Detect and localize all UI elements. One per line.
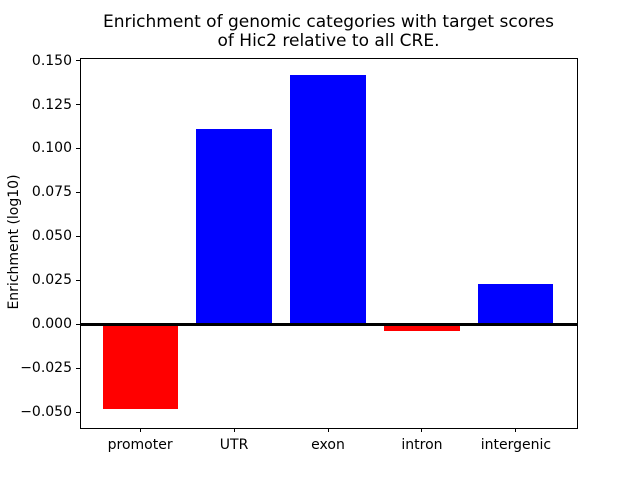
x-tick-label-intergenic: intergenic [480,437,552,453]
y-tick-mark [76,323,80,325]
y-tick-label: 0.025 [31,272,72,289]
y-tick-label: 0.050 [31,228,72,245]
y-tick-label: −0.025 [20,360,72,377]
x-tick-label-UTR: UTR [219,437,249,453]
x-tick-label-intron: intron [401,437,443,453]
y-tick-mark [76,191,80,193]
chart-title: Enrichment of genomic categories with ta… [102,12,555,51]
y-tick-mark [76,147,80,149]
y-axis-label: Enrichment (log10) [6,174,22,310]
y-tick-label: 0.075 [31,184,72,201]
x-tick-mark [139,428,141,432]
x-tick-mark [421,428,423,432]
x-tick-mark [327,428,329,432]
bar-exon [290,74,366,325]
x-tick-mark [233,428,235,432]
y-tick-label: 0.100 [31,140,72,157]
y-tick-mark [76,235,80,237]
bar-intergenic [478,283,554,325]
y-tick-mark [76,279,80,281]
y-tick-label: 0.125 [31,96,72,113]
zero-baseline [80,322,577,326]
x-tick-label-promoter: promoter [107,437,173,453]
bar-UTR [196,129,272,325]
x-tick-mark [515,428,517,432]
y-tick-mark [76,411,80,413]
bar-promoter [102,324,178,409]
y-tick-label: −0.050 [20,404,72,421]
y-tick-mark [76,60,80,62]
y-tick-label: 0.150 [31,52,72,69]
bar-intron [384,324,460,332]
y-tick-mark [76,367,80,369]
y-tick-label: 0.000 [31,316,72,333]
x-tick-label-exon: exon [311,437,345,453]
y-tick-mark [76,104,80,106]
